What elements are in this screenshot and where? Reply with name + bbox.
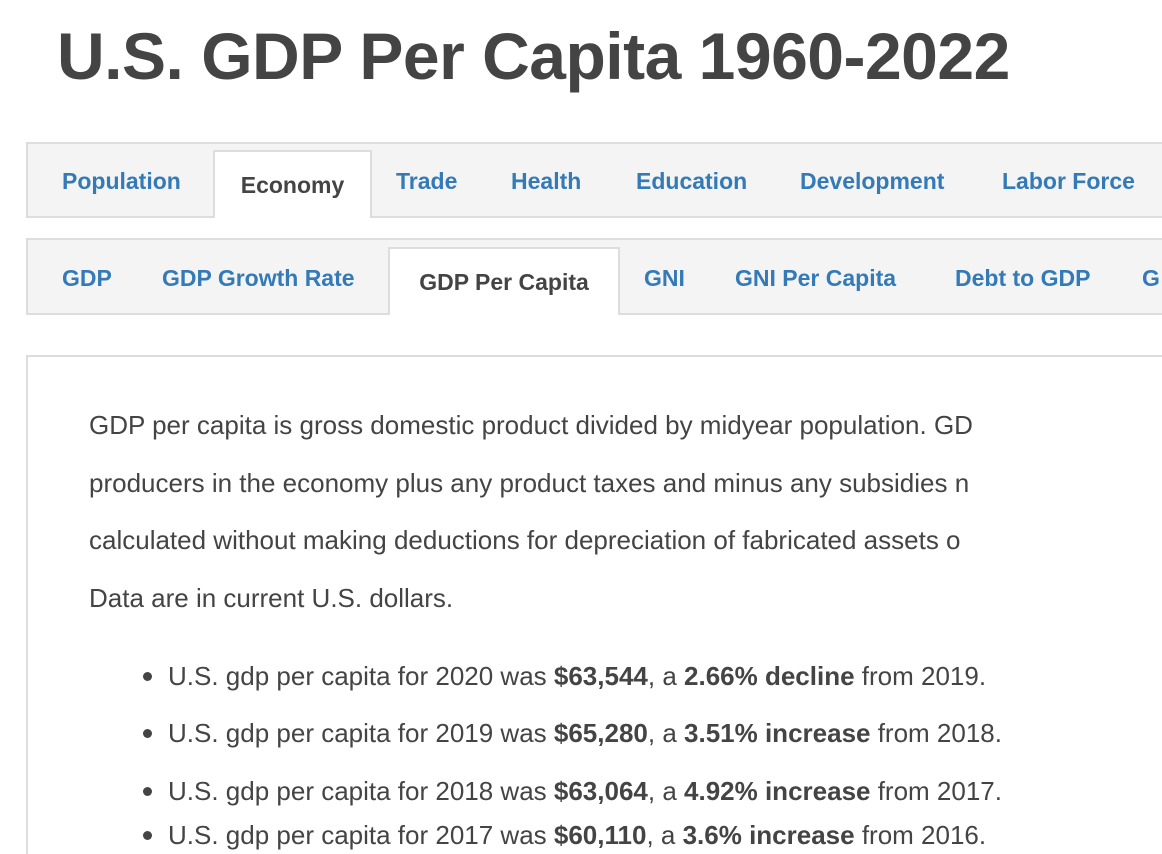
tab-labor-force[interactable]: Labor Force xyxy=(1002,168,1135,194)
description-line: GDP per capita is gross domestic product… xyxy=(89,410,973,440)
content-panel xyxy=(26,355,1162,854)
tab-gni-per-capita[interactable]: GNI Per Capita xyxy=(735,265,897,291)
tab-education[interactable]: Education xyxy=(636,168,748,194)
description-line: Data are in current U.S. dollars. xyxy=(89,583,454,613)
list-item: U.S. gdp per capita for 2019 was $65,280… xyxy=(143,716,1162,750)
tab-trade[interactable]: Trade xyxy=(396,168,458,194)
tab-gni[interactable]: GNI xyxy=(644,265,685,291)
page-title: U.S. GDP Per Capita 1960-2022 xyxy=(57,19,1010,93)
tab-debt-to-gdp[interactable]: Debt to GDP xyxy=(955,265,1091,291)
tab-economy[interactable]: Economy xyxy=(213,150,372,218)
list-item: U.S. gdp per capita for 2017 was $60,110… xyxy=(143,818,1162,852)
tab-health[interactable]: Health xyxy=(511,168,582,194)
list-item: U.S. gdp per capita for 2020 was $63,544… xyxy=(143,659,1162,693)
description-line: producers in the economy plus any produc… xyxy=(89,468,970,498)
main-category-tabs: Population Economy Trade Health Educatio… xyxy=(26,142,1162,218)
tab-gdp[interactable]: GDP xyxy=(62,265,112,291)
economy-sub-tabs: GDP GDP Growth Rate GDP Per Capita GNI G… xyxy=(26,238,1162,315)
tab-gdp-growth-rate[interactable]: GDP Growth Rate xyxy=(162,265,355,291)
tab-development[interactable]: Development xyxy=(800,168,945,194)
list-item: U.S. gdp per capita for 2018 was $63,064… xyxy=(143,774,1162,808)
tab-population[interactable]: Population xyxy=(62,168,181,194)
description-line: calculated without making deductions for… xyxy=(89,525,961,555)
tab-more[interactable]: G xyxy=(1142,265,1160,291)
tab-gdp-per-capita[interactable]: GDP Per Capita xyxy=(388,247,620,315)
